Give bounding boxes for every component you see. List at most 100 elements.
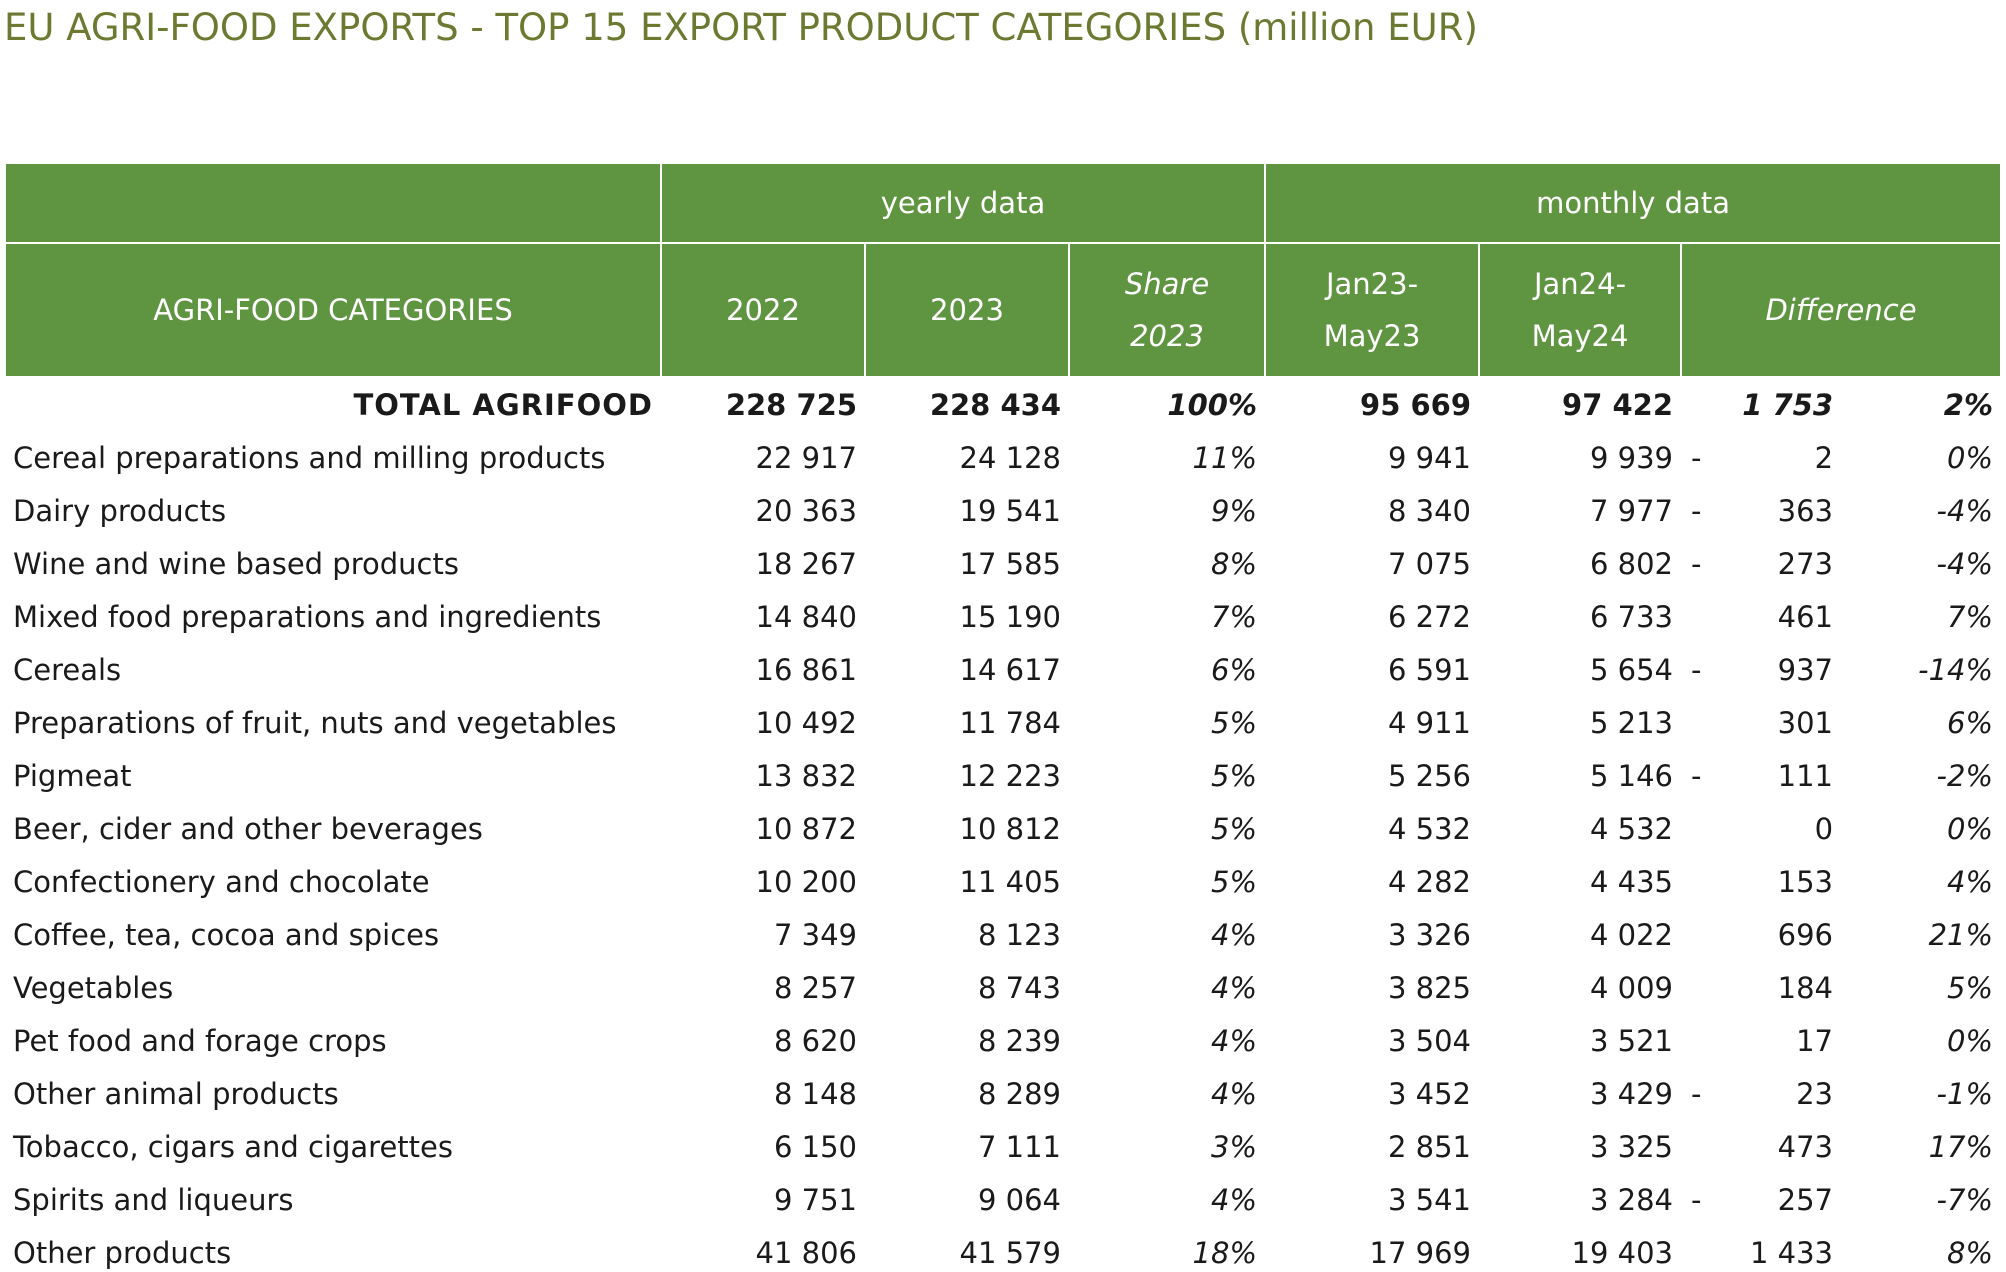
value-jan24-may24-cell: 3 284 xyxy=(1589,1182,1674,1217)
value-2023-cell: 24 128 xyxy=(959,440,1061,475)
table-row: Spirits and liqueurs 9 751 9 064 4% 3 541 3 2… xyxy=(5,1173,2001,1226)
value-2023-cell: 8 289 xyxy=(977,1076,1061,1111)
value-jan23-may23-cell: 4 282 xyxy=(1387,864,1472,899)
category-cell: Pet food and forage crops xyxy=(13,1023,387,1058)
share-2023-cell: 4% xyxy=(1211,970,1258,1005)
difference-percent-cell: 0% xyxy=(1947,440,1994,475)
difference-cell: - 363 xyxy=(1681,484,1841,537)
difference-value: 257 xyxy=(1777,1182,1834,1217)
value-jan23-may23-cell: 3 541 xyxy=(1387,1182,1472,1217)
difference-cell: 17 xyxy=(1681,1014,1841,1067)
value-jan23-may23-cell: 7 075 xyxy=(1387,546,1472,581)
value-2023-cell: 41 579 xyxy=(959,1235,1061,1270)
difference-sign: - xyxy=(1691,546,1702,581)
value-jan24-may24-cell: 5 213 xyxy=(1589,705,1674,740)
value-jan24-may24-cell: 19 403 xyxy=(1571,1235,1674,1270)
share-2023-cell: 5% xyxy=(1211,758,1258,793)
difference-sign: - xyxy=(1691,493,1702,528)
share-2023-cell: 11% xyxy=(1192,440,1258,475)
value-2023-cell: 7 111 xyxy=(977,1129,1061,1164)
jan24-may24-header-line1: Jan24- xyxy=(1533,267,1627,301)
category-cell: Coffee, tea, cocoa and spices xyxy=(13,917,440,952)
difference-cell: 301 xyxy=(1681,696,1841,749)
share-2023-cell: 6% xyxy=(1211,652,1258,687)
value-jan24-may24-cell: 4 532 xyxy=(1589,811,1674,846)
share-2023-cell: 18% xyxy=(1192,1235,1258,1270)
difference-sign xyxy=(1691,812,1717,846)
difference-value: 153 xyxy=(1777,864,1834,899)
difference-sign: - xyxy=(1691,440,1702,475)
difference-cell: - 23 xyxy=(1681,1067,1841,1120)
difference-cell: 0 xyxy=(1681,802,1841,855)
total-row: TOTAL AGRIFOOD 228 725 228 434 100% 95 669 97… xyxy=(5,377,2001,431)
year-2022-header: 2022 xyxy=(660,242,866,378)
page-title: EU AGRI-FOOD EXPORTS - TOP 15 EXPORT PRO… xyxy=(4,6,1478,49)
share-2023-cell: 4% xyxy=(1211,1182,1258,1217)
difference-sign xyxy=(1691,600,1717,634)
share-2023-cell: 4% xyxy=(1211,1023,1258,1058)
difference-cell: 153 xyxy=(1681,855,1841,908)
jan24-may24-header: Jan24- May24 xyxy=(1478,242,1683,378)
difference-sign: - xyxy=(1691,758,1702,793)
difference-percent-cell: 6% xyxy=(1947,705,1994,740)
difference-cell: 1 753 xyxy=(1681,377,1841,431)
value-2023-cell: 11 405 xyxy=(959,864,1061,899)
table-row: Pet food and forage crops 8 620 8 239 4% 3 5… xyxy=(5,1014,2001,1067)
table-row: Vegetables 8 257 8 743 4% 3 825 4 009 184 5% xyxy=(5,961,2001,1014)
difference-cell: -2 xyxy=(1681,431,1841,484)
value-jan23-may23-cell: 95 669 xyxy=(1360,387,1472,422)
difference-percent-cell: -4% xyxy=(1936,546,1994,581)
value-jan23-may23-cell: 6 591 xyxy=(1387,652,1472,687)
value-2023-cell: 8 743 xyxy=(977,970,1061,1005)
value-2022-cell: 6 150 xyxy=(773,1129,857,1164)
table-row: Cereals 16 861 14 617 6% 6 591 5 654- 937 -14% xyxy=(5,643,2001,696)
share-2023-header-line2: 2023 xyxy=(1130,319,1204,353)
difference-percent-cell: 0% xyxy=(1947,811,1994,846)
difference-value: 17 xyxy=(1796,1023,1834,1058)
table-row: Tobacco, cigars and cigarettes 6 150 7 111… xyxy=(5,1120,2001,1173)
difference-percent-cell: 17% xyxy=(1928,1129,1994,1164)
value-jan24-may24-cell: 4 009 xyxy=(1589,970,1674,1005)
monthly-data-header: monthly data xyxy=(1264,162,2003,244)
difference-cell: 473 xyxy=(1681,1120,1841,1173)
value-2023-cell: 8 239 xyxy=(977,1023,1061,1058)
value-jan23-may23-cell: 9 941 xyxy=(1387,440,1472,475)
value-jan23-may23-cell: 3 326 xyxy=(1387,917,1472,952)
difference-cell: 461 xyxy=(1681,590,1841,643)
value-jan23-may23-cell: 3 825 xyxy=(1387,970,1472,1005)
category-cell: Vegetables xyxy=(13,970,174,1005)
category-header: AGRI-FOOD CATEGORIES xyxy=(4,242,662,378)
difference-sign: - xyxy=(1691,1076,1702,1111)
value-jan23-may23-cell: 4 911 xyxy=(1387,705,1472,740)
difference-sign xyxy=(1691,1236,1717,1270)
value-jan24-may24-cell: 6 802 xyxy=(1589,546,1674,581)
difference-sign xyxy=(1691,918,1717,952)
category-cell: Beer, cider and other beverages xyxy=(13,811,483,846)
year-2023-header: 2023 xyxy=(864,242,1070,378)
share-2023-cell: 5% xyxy=(1211,705,1258,740)
difference-value: 363 xyxy=(1777,493,1834,528)
value-jan23-may23-cell: 8 340 xyxy=(1387,493,1472,528)
difference-sign: - xyxy=(1691,652,1702,687)
value-2023-cell: 17 585 xyxy=(959,546,1061,581)
difference-value: 696 xyxy=(1777,917,1834,952)
value-2022-cell: 14 840 xyxy=(755,599,857,634)
difference-value: 184 xyxy=(1777,970,1834,1005)
category-cell: Spirits and liqueurs xyxy=(13,1182,294,1217)
category-cell: Cereals xyxy=(13,652,122,687)
jan23-may23-header: Jan23- May23 xyxy=(1264,242,1481,378)
share-2023-cell: 3% xyxy=(1211,1129,1258,1164)
category-cell: Confectionery and chocolate xyxy=(13,864,430,899)
difference-percent-cell: 7% xyxy=(1947,599,1994,634)
value-2022-cell: 10 872 xyxy=(755,811,857,846)
difference-value: 301 xyxy=(1777,705,1834,740)
column-header-row: AGRI-FOOD CATEGORIES 2022 2023 Share 202… xyxy=(4,242,2003,378)
value-2023-cell: 15 190 xyxy=(959,599,1061,634)
category-cell: Cereal preparations and milling products xyxy=(13,440,606,475)
difference-value: 273 xyxy=(1777,546,1834,581)
category-cell: Other products xyxy=(13,1235,232,1270)
value-2022-cell: 10 200 xyxy=(755,864,857,899)
value-2023-cell: 9 064 xyxy=(977,1182,1061,1217)
table-row: Pigmeat 13 832 12 223 5% 5 256 5 146- 111 -2% xyxy=(5,749,2001,802)
difference-percent-cell: -7% xyxy=(1936,1182,1994,1217)
